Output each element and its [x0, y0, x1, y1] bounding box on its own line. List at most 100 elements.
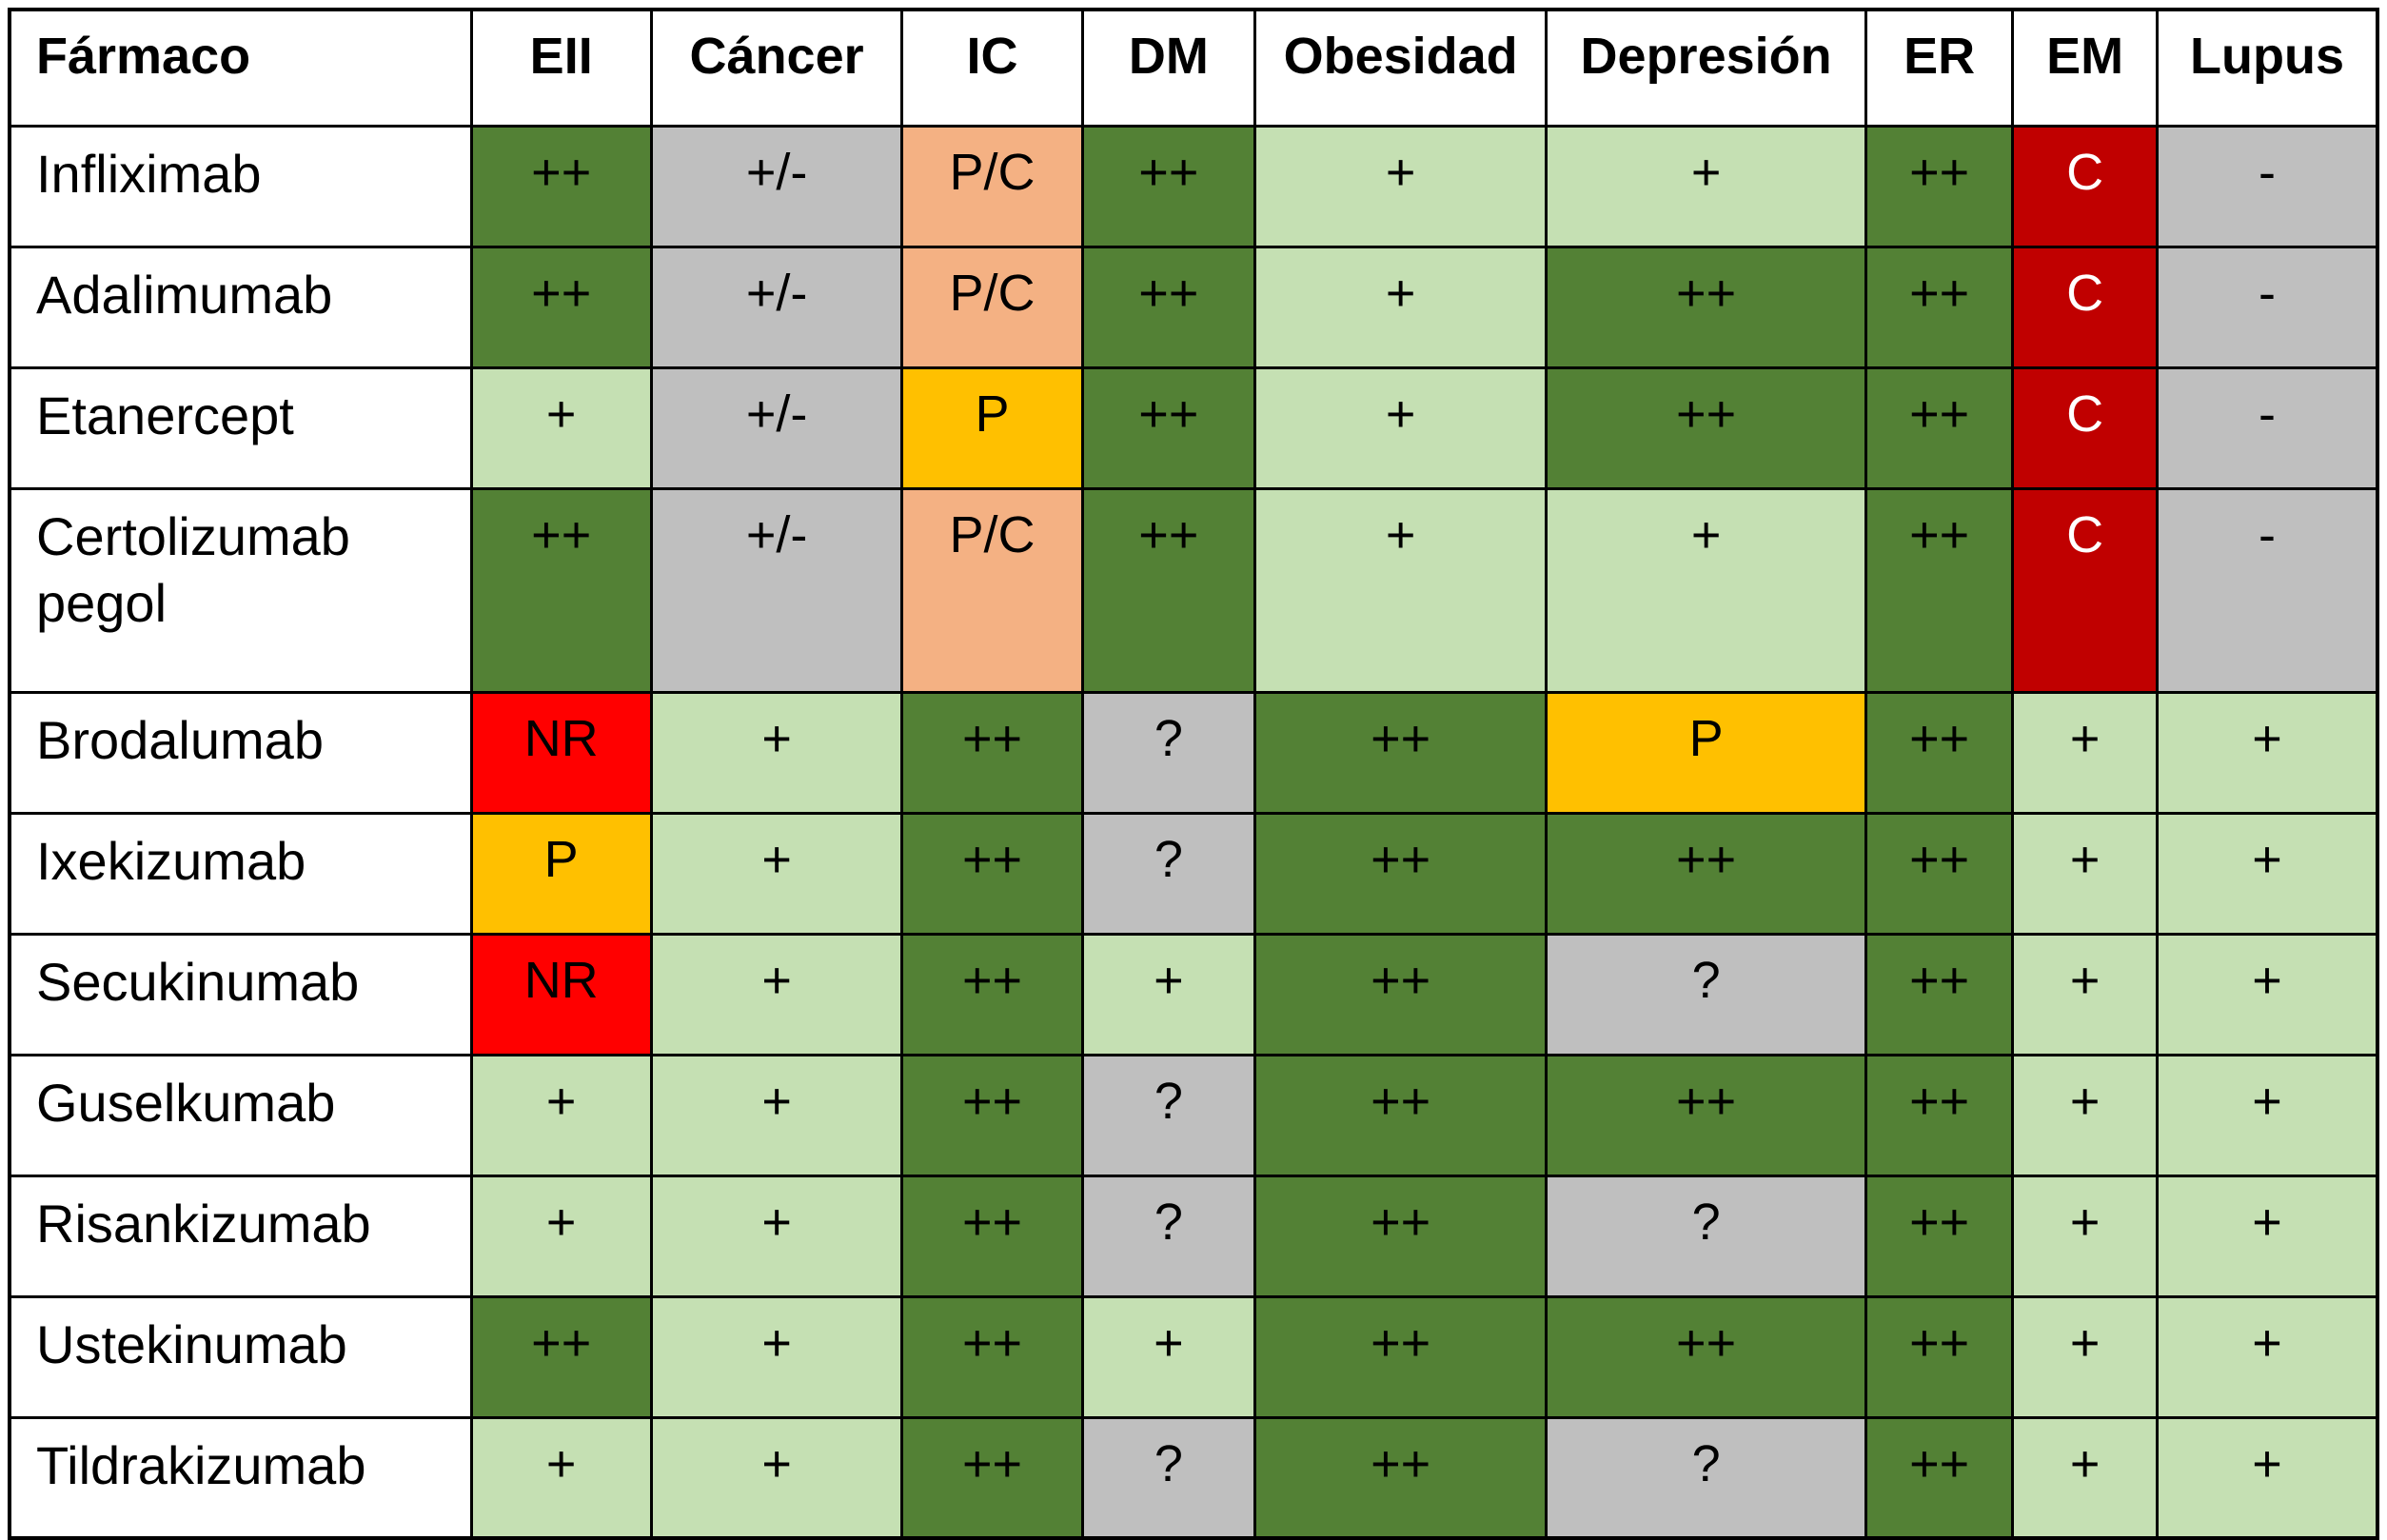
- value-cell-eii: ++: [469, 124, 653, 248]
- value-cell-em: +: [2011, 1415, 2160, 1540]
- value-cell-ic: ++: [900, 1415, 1084, 1540]
- value-cell-eii: +: [469, 1053, 653, 1177]
- table-row: Etanercept + +/- P ++ + ++ ++ C -: [8, 365, 2379, 490]
- value-cell-dm: ++: [1080, 365, 1257, 490]
- value-cell-depresion: +: [1545, 486, 1868, 694]
- value-cell-em: +: [2011, 1053, 2160, 1177]
- value-cell-eii: ++: [469, 486, 653, 694]
- value-cell-eii: +: [469, 365, 653, 490]
- value-cell-obesidad: ++: [1253, 1174, 1549, 1298]
- value-cell-eii: P: [469, 811, 653, 936]
- value-cell-cancer: +: [649, 811, 904, 936]
- value-cell-dm: ++: [1080, 486, 1257, 694]
- table-row: Adalimumab ++ +/- P/C ++ + ++ ++ C -: [8, 245, 2379, 369]
- value-cell-lupus: -: [2156, 124, 2379, 248]
- value-cell-cancer: +: [649, 1174, 904, 1298]
- value-cell-lupus: -: [2156, 245, 2379, 369]
- value-cell-er: ++: [1864, 1294, 2015, 1419]
- value-cell-ic: ++: [900, 932, 1084, 1056]
- value-cell-dm: ?: [1080, 1415, 1257, 1540]
- column-header-eii: EII: [469, 8, 653, 128]
- value-cell-obesidad: ++: [1253, 690, 1549, 815]
- value-cell-obesidad: +: [1253, 486, 1549, 694]
- value-cell-cancer: +: [649, 690, 904, 815]
- value-cell-obesidad: +: [1253, 124, 1549, 248]
- value-cell-lupus: -: [2156, 365, 2379, 490]
- value-cell-obesidad: +: [1253, 245, 1549, 369]
- value-cell-cancer: +: [649, 1415, 904, 1540]
- value-cell-er: ++: [1864, 1415, 2015, 1540]
- value-cell-em: +: [2011, 690, 2160, 815]
- value-cell-dm: +: [1080, 932, 1257, 1056]
- value-cell-er: ++: [1864, 1053, 2015, 1177]
- value-cell-dm: ?: [1080, 811, 1257, 936]
- value-cell-dm: +: [1080, 1294, 1257, 1419]
- value-cell-dm: ++: [1080, 124, 1257, 248]
- value-cell-er: ++: [1864, 811, 2015, 936]
- value-cell-lupus: +: [2156, 932, 2379, 1056]
- drug-name-cell: Infliximab: [8, 124, 473, 248]
- value-cell-depresion: ++: [1545, 1294, 1868, 1419]
- table-row: Secukinumab NR + ++ + ++? ++ + +: [8, 932, 2379, 1056]
- value-cell-obesidad: ++: [1253, 811, 1549, 936]
- value-cell-ic: P: [900, 365, 1084, 490]
- table-row: Tildrakizumab + + ++? ++? ++ + +: [8, 1415, 2379, 1540]
- value-cell-er: ++: [1864, 365, 2015, 490]
- value-cell-em: +: [2011, 811, 2160, 936]
- column-header-lupus: Lupus: [2156, 8, 2379, 128]
- value-cell-ic: ++: [900, 690, 1084, 815]
- value-cell-dm: ++: [1080, 245, 1257, 369]
- table-body: Infliximab ++ +/- P/C ++ + + ++ C - Adalimumab ++ +/…: [8, 124, 2379, 1540]
- drug-name-cell: Ixekizumab: [8, 811, 473, 936]
- value-cell-cancer: +: [649, 1294, 904, 1419]
- value-cell-cancer: +: [649, 932, 904, 1056]
- value-cell-er: ++: [1864, 690, 2015, 815]
- drug-name-cell: Secukinumab: [8, 932, 473, 1056]
- value-cell-cancer: +/-: [649, 124, 904, 248]
- drug-name-cell: Certolizumab pegol: [8, 486, 473, 694]
- value-cell-eii: ++: [469, 1294, 653, 1419]
- value-cell-ic: P/C: [900, 245, 1084, 369]
- value-cell-lupus: +: [2156, 811, 2379, 936]
- table-row: Brodalumab NR + ++? ++ P ++ + +: [8, 690, 2379, 815]
- value-cell-ic: ++: [900, 1053, 1084, 1177]
- table-row: Risankizumab + + ++? ++? ++ + +: [8, 1174, 2379, 1298]
- value-cell-dm: ?: [1080, 1174, 1257, 1298]
- value-cell-eii: +: [469, 1415, 653, 1540]
- value-cell-er: ++: [1864, 486, 2015, 694]
- value-cell-obesidad: ++: [1253, 1415, 1549, 1540]
- header-row: Fármaco EII Cáncer IC DM Obesidad Depres…: [8, 8, 2379, 128]
- value-cell-depresion: ++: [1545, 811, 1868, 936]
- value-cell-ic: ++: [900, 1294, 1084, 1419]
- value-cell-er: ++: [1864, 245, 2015, 369]
- value-cell-depresion: ?: [1545, 1415, 1868, 1540]
- value-cell-lupus: -: [2156, 486, 2379, 694]
- value-cell-er: ++: [1864, 932, 2015, 1056]
- value-cell-dm: ?: [1080, 1053, 1257, 1177]
- table-row: Guselkumab + + ++? ++ ++ ++ + +: [8, 1053, 2379, 1177]
- drug-name-cell: Tildrakizumab: [8, 1415, 473, 1540]
- value-cell-em: +: [2011, 1174, 2160, 1298]
- value-cell-ic: P/C: [900, 124, 1084, 248]
- drug-name-cell: Risankizumab: [8, 1174, 473, 1298]
- column-header-farmaco: Fármaco: [8, 8, 473, 128]
- value-cell-lupus: +: [2156, 690, 2379, 815]
- drug-name-cell: Ustekinumab: [8, 1294, 473, 1419]
- column-header-em: EM: [2011, 8, 2160, 128]
- value-cell-depresion: P: [1545, 690, 1868, 815]
- table-row: Infliximab ++ +/- P/C ++ + + ++ C -: [8, 124, 2379, 248]
- value-cell-em: C: [2011, 124, 2160, 248]
- value-cell-eii: +: [469, 1174, 653, 1298]
- table-row: Certolizumab pegol ++ +/- P/C ++ + + ++ C -: [8, 486, 2379, 694]
- value-cell-dm: ?: [1080, 690, 1257, 815]
- value-cell-depresion: ?: [1545, 932, 1868, 1056]
- value-cell-obesidad: ++: [1253, 1053, 1549, 1177]
- value-cell-ic: ++: [900, 1174, 1084, 1298]
- column-header-ic: IC: [900, 8, 1084, 128]
- value-cell-em: C: [2011, 245, 2160, 369]
- value-cell-depresion: ++: [1545, 1053, 1868, 1177]
- value-cell-eii: ++: [469, 245, 653, 369]
- value-cell-obesidad: ++: [1253, 1294, 1549, 1419]
- value-cell-obesidad: ++: [1253, 932, 1549, 1056]
- value-cell-lupus: +: [2156, 1174, 2379, 1298]
